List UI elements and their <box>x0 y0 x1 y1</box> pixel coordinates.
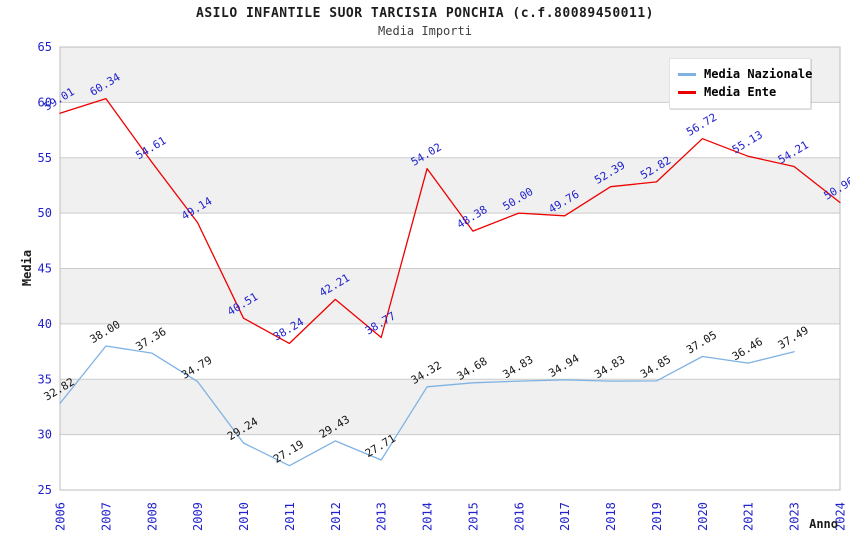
x-tick-label: 2015 <box>466 502 480 531</box>
y-tick-label: 55 <box>38 151 52 165</box>
x-tick-label: 2019 <box>650 502 664 531</box>
x-tick-label: 2008 <box>145 502 159 531</box>
y-axis-title: Media <box>20 250 34 286</box>
plot-band <box>60 379 840 435</box>
y-tick-label: 45 <box>38 262 52 276</box>
x-tick-label: 2024 <box>834 502 848 531</box>
plot-bands <box>60 47 840 490</box>
legend-item-media-nazionale: Media Nazionale <box>678 65 812 83</box>
legend-label-media-ente: Media Ente <box>704 85 777 99</box>
x-tick-label: 2023 <box>788 502 802 531</box>
x-tick-label: 2016 <box>512 502 526 531</box>
y-tick-label: 30 <box>38 428 52 442</box>
y-tick-label: 65 <box>38 40 52 54</box>
x-tick-label: 2010 <box>237 502 251 531</box>
legend: Media Nazionale Media Ente <box>669 58 812 109</box>
x-tick-label: 2021 <box>742 502 756 531</box>
x-tick-label: 2009 <box>191 502 205 531</box>
y-tick-label: 25 <box>38 483 52 497</box>
x-axis-title: Anno <box>809 517 838 531</box>
media-nazionale-line <box>59 345 795 467</box>
y-tick-label: 60 <box>38 95 52 109</box>
plot-band <box>60 268 840 324</box>
chart-subtitle: Media Importi <box>378 24 472 38</box>
x-tick-label: 2006 <box>54 502 68 531</box>
x-tick-label: 2007 <box>99 502 113 531</box>
x-tick-label: 2012 <box>329 502 343 531</box>
plot-band <box>60 102 840 158</box>
x-tick-label: 2017 <box>558 502 572 531</box>
plot-band <box>60 434 840 490</box>
y-axis-ticks: 65 60 55 50 45 40 35 30 25 <box>38 40 52 497</box>
media-nazionale-line-swatch <box>678 72 696 76</box>
x-tick-label: 2013 <box>375 502 389 531</box>
x-axis-ticks: 2006 2007 2008 2009 2010 2011 2012 2013 2014 2015… <box>54 502 848 531</box>
legend-label-media-nazionale: Media Nazionale <box>704 67 813 81</box>
y-tick-label: 35 <box>38 372 52 386</box>
x-tick-label: 2020 <box>696 502 710 531</box>
media-ente-line-swatch <box>678 90 696 94</box>
media-ente-line <box>59 97 841 345</box>
x-tick-label: 2018 <box>604 502 618 531</box>
plot-band <box>60 157 840 214</box>
legend-item-media-ente: Media Ente <box>678 83 802 101</box>
x-tick-label: 2011 <box>283 502 297 531</box>
plot-border <box>59 46 841 491</box>
chart-title: ASILO INFANTILE SUOR TARCISIA PONCHIA (c… <box>196 6 654 21</box>
y-tick-label: 50 <box>38 206 52 220</box>
x-tick-label: 2014 <box>421 502 435 531</box>
plot-band <box>60 213 840 269</box>
plot-band <box>60 323 840 380</box>
y-tick-label: 40 <box>38 317 52 331</box>
